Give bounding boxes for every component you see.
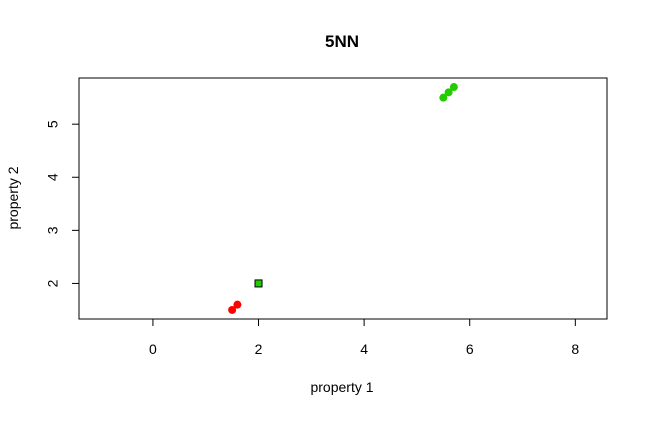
data-point bbox=[449, 83, 458, 92]
data-points bbox=[228, 83, 458, 314]
x-tick-label: 6 bbox=[466, 341, 474, 357]
y-axis-label: property 2 bbox=[5, 166, 21, 229]
data-point bbox=[228, 305, 237, 314]
data-point bbox=[444, 88, 453, 97]
plot-frame bbox=[78, 77, 608, 320]
x-tick-label: 0 bbox=[149, 341, 157, 357]
x-tick-label: 2 bbox=[255, 341, 263, 357]
x-axis-label: property 1 bbox=[310, 379, 373, 395]
chart-title: 5NN bbox=[325, 32, 359, 51]
y-axis: 2 3 4 5 bbox=[45, 120, 80, 287]
y-tick-label: 4 bbox=[45, 173, 61, 181]
y-tick-label: 5 bbox=[45, 120, 61, 128]
data-point bbox=[439, 93, 448, 102]
y-tick-label: 2 bbox=[45, 279, 61, 287]
x-axis: 0 2 4 6 8 bbox=[149, 318, 579, 357]
y-tick-label: 3 bbox=[45, 226, 61, 234]
x-tick-label: 4 bbox=[360, 341, 368, 357]
data-point-square bbox=[254, 279, 263, 288]
x-tick-label: 8 bbox=[571, 341, 579, 357]
data-point bbox=[233, 300, 242, 309]
